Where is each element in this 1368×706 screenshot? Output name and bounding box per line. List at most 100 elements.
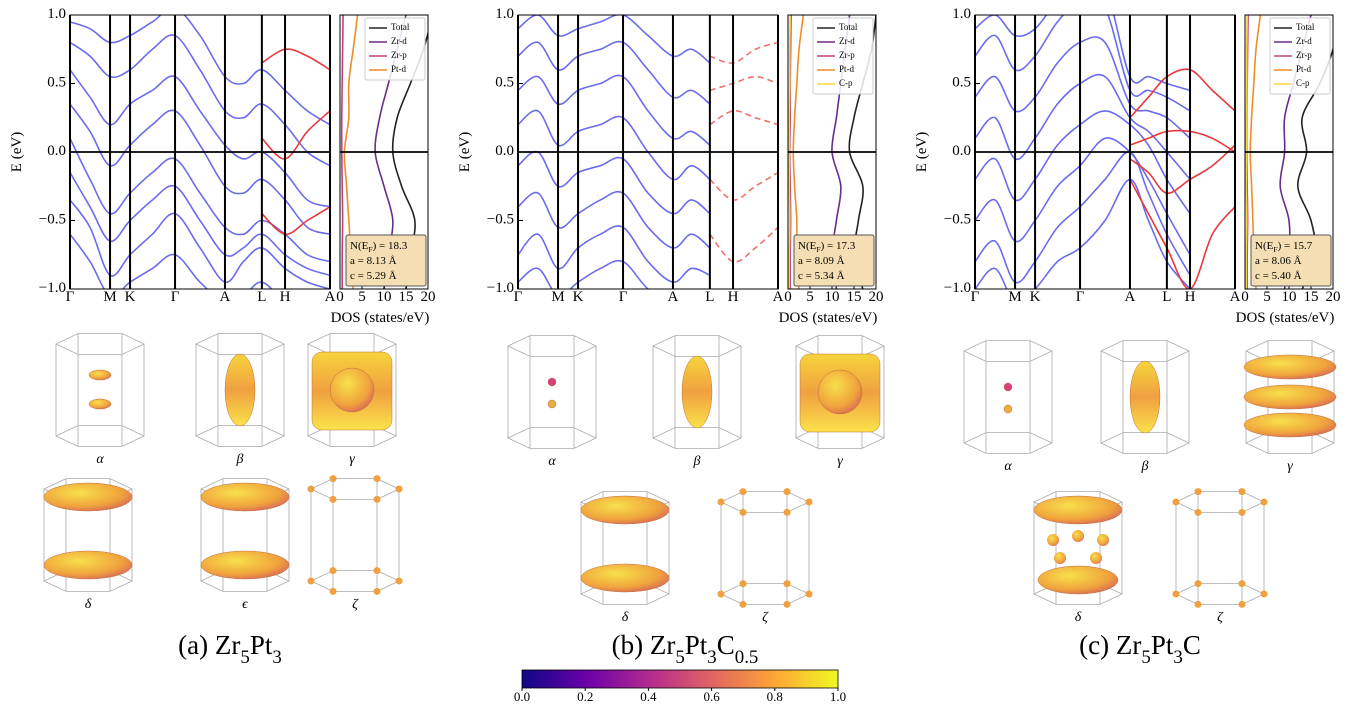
fermi-surface: [581, 564, 669, 592]
plot-area: [70, 8, 330, 318]
x-tick-label: Γ: [619, 289, 628, 305]
fermi-surface-label: ζ: [1217, 610, 1224, 625]
fermi-surface: [581, 496, 669, 524]
x-tick-label: Γ: [971, 289, 980, 305]
x-tick-label: Γ: [171, 289, 180, 305]
x-axis-label: DOS (states/eV): [1236, 310, 1335, 326]
fermi-surface: [44, 483, 132, 511]
band-line: [710, 42, 778, 63]
fermi-surface: [374, 588, 381, 595]
annotation: a = 8.09 Å: [798, 255, 845, 267]
legend-label: Total: [1296, 22, 1315, 32]
legend-label: Pt-d: [1296, 64, 1312, 74]
fermi-surface: [548, 400, 556, 408]
fermi-surface: [89, 370, 111, 380]
x-tick-label: 1.0: [830, 689, 846, 704]
x-tick-label: 10: [1282, 289, 1297, 305]
band-line: [710, 227, 778, 262]
x-tick-label: 10: [377, 289, 392, 305]
x-tick-label: A: [1230, 289, 1241, 305]
x-tick-label: Γ: [66, 289, 75, 305]
fermi-surface: [1244, 413, 1336, 437]
fermi-surface: [374, 475, 381, 482]
legend-label: Pt-d: [391, 64, 407, 74]
panel-caption: (a) Zr5Pt3: [178, 630, 282, 668]
annotation: c = 5.34 Å: [798, 270, 845, 282]
fermi-surface: [225, 354, 255, 426]
fermi-surface: [308, 486, 315, 493]
fermi-surface: [784, 601, 791, 608]
x-tick-label: L: [257, 289, 266, 305]
fermi-surface: [44, 551, 132, 579]
band-line: [518, 110, 710, 179]
band-line: [70, 70, 330, 207]
fermi-surface: [1195, 580, 1202, 587]
legend-label: Total: [391, 22, 410, 32]
x-tick-label: 15: [1304, 289, 1319, 305]
x-tick-label: K: [573, 289, 584, 305]
y-tick-label: 0.5: [47, 75, 66, 91]
panel-caption: (c) Zr5Pt3C: [1079, 630, 1201, 668]
fermi-surface: [201, 551, 289, 579]
legend-label: Zr-p: [391, 50, 407, 60]
y-axis-label: E (eV): [914, 132, 930, 172]
y-tick-label: −0.5: [487, 212, 514, 228]
fermi-surface-label: ϵ: [242, 597, 249, 612]
band-line: [518, 226, 710, 282]
y-axis-label: E (eV): [9, 132, 25, 172]
fermi-surface: [1195, 488, 1202, 495]
annotation: a = 8.06 Å: [1255, 255, 1302, 267]
fermi-surface: [740, 488, 747, 495]
fermi-surface: [1130, 361, 1160, 433]
band-line: [70, 173, 330, 276]
legend-label: C-p: [1296, 78, 1310, 88]
fermi-surface-label: δ: [622, 610, 629, 625]
band-line: [518, 192, 710, 248]
band-line: [518, 15, 710, 63]
fermi-surface-label: γ: [837, 454, 843, 469]
fermi-surface: [1097, 534, 1109, 546]
fermi-surface: [396, 578, 403, 585]
annotation: c = 5.29 Å: [350, 270, 397, 282]
legend-label: Zr-p: [839, 50, 855, 60]
band-line: [975, 0, 1190, 111]
y-tick-label: −0.5: [944, 212, 971, 228]
fermi-surface: [201, 483, 289, 511]
x-tick-label: L: [1162, 289, 1171, 305]
fermi-surface: [682, 356, 712, 428]
x-tick-label: 0.4: [640, 689, 657, 704]
fermi-surface: [1239, 601, 1246, 608]
x-tick-label: A: [668, 289, 679, 305]
x-tick-label: H: [728, 289, 739, 305]
fermi-surface: [330, 475, 337, 482]
x-tick-label: M: [1008, 289, 1021, 305]
fermi-surface: [1054, 552, 1066, 564]
fermi-surface-label: β: [1141, 459, 1149, 474]
fermi-surface: [1047, 534, 1059, 546]
fermi-surface: [818, 370, 862, 414]
annotation: a = 8.13 Å: [350, 255, 397, 267]
x-tick-label: 0: [1241, 289, 1249, 305]
band-line: [262, 207, 330, 234]
x-tick-label: A: [773, 289, 784, 305]
fermi-surface: [1004, 383, 1012, 391]
legend-label: Total: [839, 22, 858, 32]
legend-label: C-p: [839, 78, 853, 88]
x-axis-label: DOS (states/eV): [331, 310, 430, 326]
fermi-surface: [1072, 530, 1084, 542]
fermi-surface: [1239, 580, 1246, 587]
band-line: [975, 0, 1190, 90]
band-line: [518, 261, 710, 303]
panel-caption: (b) Zr5Pt3C0.5: [612, 630, 759, 668]
y-tick-label: 0.0: [952, 143, 971, 159]
fermi-surface: [1195, 601, 1202, 608]
x-tick-label: A: [220, 289, 231, 305]
brillouin-zone: [311, 479, 399, 592]
x-tick-label: 20: [1326, 289, 1341, 305]
fermi-surface: [784, 509, 791, 516]
x-tick-label: 0: [784, 289, 792, 305]
fermi-surface: [806, 499, 813, 506]
x-tick-label: K: [1030, 289, 1041, 305]
legend-label: Zr-d: [1296, 36, 1312, 46]
fermi-surface: [806, 591, 813, 598]
